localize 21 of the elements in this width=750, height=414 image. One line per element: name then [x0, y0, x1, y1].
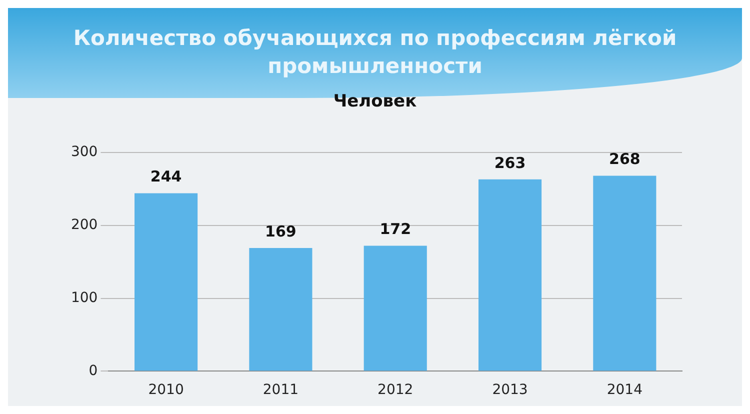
data-label: 172 — [380, 220, 412, 238]
data-label: 268 — [609, 150, 640, 168]
data-label: 263 — [494, 154, 526, 172]
bar — [478, 179, 542, 371]
x-tick-label: 2014 — [606, 382, 643, 398]
bar — [134, 193, 198, 371]
bar — [249, 248, 312, 371]
x-tick-label: 2012 — [378, 382, 414, 398]
data-label: 169 — [265, 222, 296, 240]
bar — [593, 176, 656, 371]
chart-title: Количество обучающихся по профессиям лёгкой промышленности — [72, 25, 678, 80]
data-label: 244 — [150, 168, 182, 186]
y-tick-label: 100 — [70, 290, 98, 306]
y-tick-label: 200 — [70, 216, 98, 233]
chart-subtitle: Человек — [333, 92, 418, 112]
bar — [364, 246, 427, 371]
y-tick-label: 300 — [70, 144, 98, 160]
x-tick-label: 2010 — [148, 382, 184, 398]
y-tick-label: 0 — [88, 362, 98, 379]
x-tick-label: 2011 — [262, 382, 299, 398]
x-tick-label: 2013 — [492, 382, 528, 398]
